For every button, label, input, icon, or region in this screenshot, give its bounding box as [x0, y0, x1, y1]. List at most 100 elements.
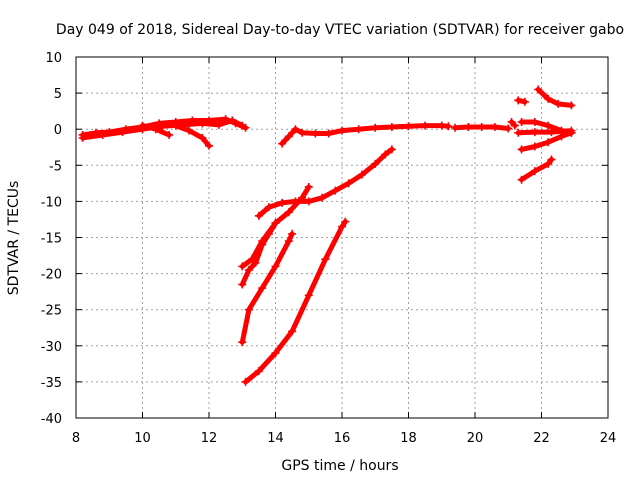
data-point	[530, 117, 539, 126]
data-point	[238, 121, 247, 130]
data-point	[544, 94, 553, 103]
data-point	[278, 139, 287, 148]
y-tick-label: -35	[41, 376, 62, 391]
data-point	[158, 122, 167, 131]
data-point	[271, 262, 280, 271]
grid-lines	[76, 57, 608, 418]
data-point	[567, 128, 576, 137]
series-track-late-4	[514, 126, 576, 137]
data-point	[554, 99, 563, 108]
data-point	[138, 121, 147, 130]
data-point	[338, 126, 346, 135]
data-point	[451, 123, 460, 132]
data-point	[264, 229, 273, 238]
data-point	[238, 280, 247, 289]
data-point	[510, 121, 519, 130]
data-point	[151, 125, 160, 134]
data-point	[165, 130, 174, 139]
data-point	[381, 150, 390, 159]
y-axis-title: SDTVAR / TECUs	[6, 181, 22, 296]
data-point	[520, 97, 529, 106]
series-track-main-3	[451, 123, 513, 133]
x-tick-label: 10	[134, 431, 151, 446]
series-track-drop-5	[241, 217, 350, 386]
data-point	[304, 291, 313, 300]
data-point	[241, 377, 250, 386]
data-point	[517, 117, 526, 126]
data-point	[171, 121, 180, 130]
data-point	[544, 159, 553, 168]
data-point	[238, 338, 247, 347]
data-point	[490, 123, 499, 132]
x-tick-label: 8	[72, 431, 80, 446]
data-point	[304, 197, 313, 206]
x-tick-label: 12	[201, 431, 218, 446]
data-point	[514, 96, 523, 105]
data-point	[567, 101, 576, 110]
data-point	[464, 123, 473, 132]
data-point	[504, 124, 513, 133]
data-point	[251, 258, 260, 267]
data-point	[258, 284, 267, 293]
series-track-late-2	[534, 85, 576, 110]
data-point	[238, 262, 247, 271]
data-point	[78, 133, 87, 142]
data-point	[547, 155, 556, 164]
series-band	[535, 87, 574, 108]
series-track-late-1	[514, 96, 529, 106]
data-point	[288, 229, 297, 238]
data-point	[185, 126, 194, 135]
series-band	[173, 123, 212, 149]
data-point	[530, 128, 539, 137]
y-tick-label: -10	[41, 195, 62, 210]
data-point	[321, 255, 330, 264]
data-point	[254, 211, 263, 220]
data-point	[341, 217, 350, 226]
y-tick-label: -5	[49, 159, 62, 174]
series-track-late-6	[517, 155, 556, 184]
series-band	[256, 146, 395, 219]
series-track-branch-a	[138, 121, 174, 139]
data-point	[311, 129, 320, 138]
series-band	[243, 219, 348, 385]
y-tick-label: -25	[41, 304, 62, 319]
series-track-late-5	[517, 128, 576, 154]
y-tick-label: 5	[54, 87, 62, 102]
series-band	[519, 157, 554, 183]
data-point	[357, 170, 366, 179]
series-track-drop-1	[254, 145, 396, 220]
data-point	[198, 119, 207, 128]
data-point	[98, 130, 107, 139]
data-point	[284, 237, 293, 246]
data-point	[387, 123, 396, 132]
series-band	[515, 128, 574, 136]
data-point	[244, 305, 253, 314]
x-tick-label: 24	[600, 431, 617, 446]
data-point	[331, 186, 340, 195]
data-point	[517, 175, 526, 184]
data-point	[514, 128, 523, 137]
data-point	[344, 179, 353, 188]
data-point	[291, 125, 300, 134]
y-tick-label: -30	[41, 340, 62, 355]
data-point	[354, 125, 363, 134]
data-point	[544, 121, 553, 130]
y-tick-label: -15	[41, 232, 62, 247]
data-point	[284, 132, 293, 141]
series-track-drop-3	[238, 219, 280, 289]
data-point	[544, 138, 553, 147]
data-point	[288, 327, 297, 336]
data-point	[404, 122, 413, 131]
data-point	[298, 193, 307, 202]
data-point	[387, 145, 396, 154]
data-point	[244, 265, 253, 274]
data-point	[228, 116, 237, 125]
data-layer	[78, 85, 576, 386]
x-tick-label: 18	[400, 431, 417, 446]
data-point	[254, 367, 263, 376]
x-tick-label: 16	[334, 431, 351, 446]
data-point	[517, 145, 526, 154]
data-point	[557, 132, 566, 141]
y-tick-label: -40	[41, 412, 62, 427]
